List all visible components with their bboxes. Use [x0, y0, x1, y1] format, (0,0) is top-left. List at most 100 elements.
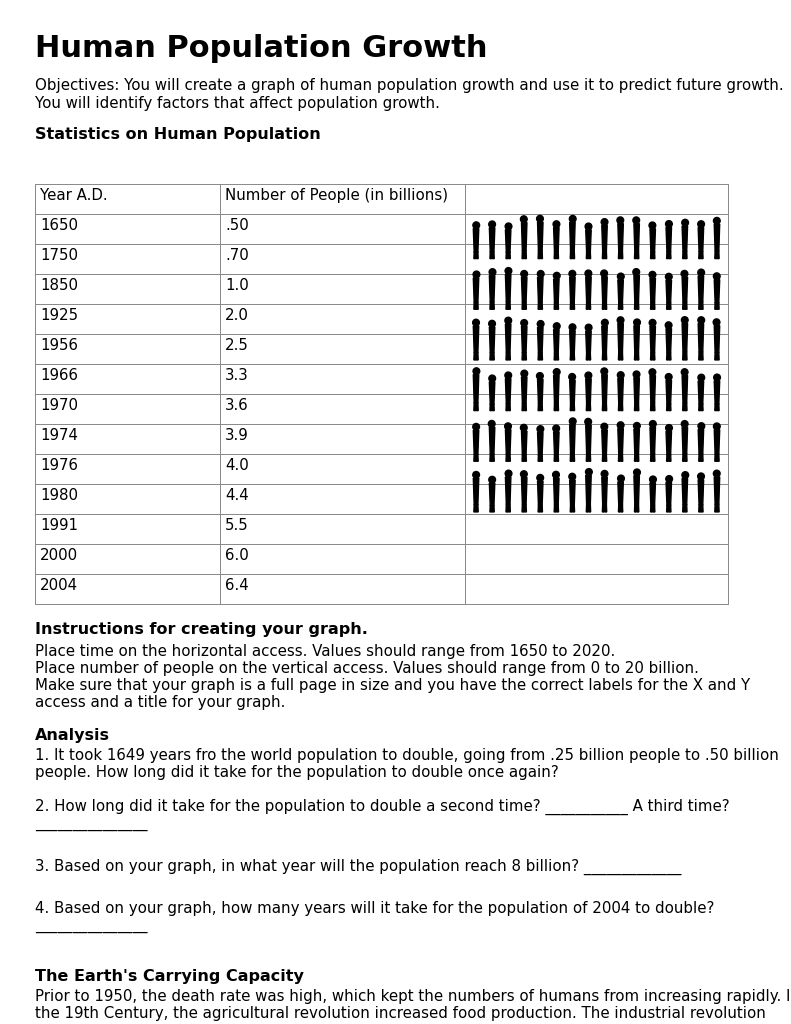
Polygon shape [637, 504, 639, 512]
Polygon shape [585, 276, 591, 302]
Polygon shape [557, 353, 558, 360]
Polygon shape [621, 403, 623, 411]
Polygon shape [653, 302, 655, 309]
Polygon shape [589, 403, 591, 411]
Polygon shape [554, 227, 559, 252]
Polygon shape [698, 302, 701, 309]
Text: 4.0: 4.0 [225, 458, 248, 473]
Polygon shape [585, 331, 591, 353]
Polygon shape [492, 353, 494, 360]
Circle shape [585, 469, 592, 475]
Polygon shape [603, 252, 604, 259]
Polygon shape [619, 403, 620, 411]
Circle shape [536, 215, 543, 222]
Circle shape [713, 470, 720, 477]
Polygon shape [714, 381, 720, 404]
Polygon shape [653, 352, 655, 360]
Polygon shape [602, 375, 607, 402]
Circle shape [634, 423, 640, 429]
Polygon shape [667, 252, 668, 259]
Polygon shape [522, 302, 524, 309]
Circle shape [649, 319, 656, 327]
Polygon shape [522, 505, 524, 512]
Polygon shape [715, 303, 717, 309]
Polygon shape [621, 251, 623, 259]
Text: 1956: 1956 [40, 338, 78, 353]
Polygon shape [589, 454, 591, 461]
Polygon shape [521, 327, 527, 352]
Polygon shape [715, 404, 717, 411]
Polygon shape [474, 352, 476, 360]
Polygon shape [683, 505, 685, 512]
Circle shape [570, 418, 576, 425]
Circle shape [553, 425, 559, 432]
Polygon shape [492, 252, 494, 259]
Polygon shape [524, 302, 526, 309]
Polygon shape [669, 403, 671, 411]
Polygon shape [669, 353, 671, 360]
Polygon shape [682, 427, 687, 454]
Circle shape [617, 422, 624, 429]
Polygon shape [474, 402, 476, 411]
Circle shape [520, 270, 528, 278]
Circle shape [681, 421, 688, 427]
Circle shape [713, 423, 720, 430]
Polygon shape [521, 431, 527, 455]
Polygon shape [634, 476, 639, 504]
Polygon shape [524, 505, 526, 512]
Polygon shape [585, 475, 591, 504]
Circle shape [698, 316, 705, 324]
Text: 1.0: 1.0 [225, 278, 248, 293]
Polygon shape [618, 429, 623, 455]
Polygon shape [554, 376, 559, 403]
Polygon shape [538, 432, 543, 455]
Polygon shape [522, 251, 524, 259]
Circle shape [553, 471, 559, 478]
Circle shape [649, 476, 657, 482]
Polygon shape [538, 505, 540, 512]
Polygon shape [634, 326, 639, 352]
Polygon shape [685, 302, 687, 309]
Circle shape [521, 371, 528, 377]
Polygon shape [570, 380, 575, 403]
Polygon shape [509, 403, 510, 411]
Text: 1991: 1991 [40, 518, 78, 534]
Text: The Earth's Carrying Capacity: The Earth's Carrying Capacity [35, 969, 304, 984]
Text: 1974: 1974 [40, 428, 78, 443]
Polygon shape [505, 430, 511, 455]
Polygon shape [602, 430, 607, 455]
Polygon shape [474, 302, 476, 309]
Polygon shape [650, 454, 653, 461]
Circle shape [569, 374, 576, 380]
Circle shape [489, 476, 495, 483]
Polygon shape [557, 505, 558, 512]
Polygon shape [669, 455, 671, 461]
Polygon shape [666, 281, 672, 303]
Polygon shape [602, 225, 607, 252]
Polygon shape [698, 479, 704, 505]
Polygon shape [490, 404, 492, 411]
Polygon shape [682, 226, 687, 252]
Circle shape [585, 372, 592, 379]
Circle shape [537, 474, 543, 481]
Circle shape [665, 374, 672, 380]
Text: _______________: _______________ [35, 918, 147, 933]
Polygon shape [667, 403, 668, 411]
Polygon shape [554, 330, 559, 353]
Polygon shape [554, 403, 556, 411]
Circle shape [569, 270, 576, 278]
Text: Place number of people on the vertical access. Values should range from 0 to 20 : Place number of people on the vertical a… [35, 662, 699, 676]
Polygon shape [666, 380, 672, 403]
Polygon shape [715, 251, 717, 259]
Polygon shape [683, 454, 685, 461]
Polygon shape [619, 251, 620, 259]
Polygon shape [573, 454, 574, 461]
Polygon shape [666, 227, 672, 252]
Polygon shape [522, 352, 524, 360]
Polygon shape [619, 303, 620, 309]
Polygon shape [524, 403, 526, 411]
Polygon shape [505, 379, 511, 403]
Polygon shape [570, 302, 572, 309]
Polygon shape [698, 227, 704, 252]
Polygon shape [573, 251, 574, 259]
